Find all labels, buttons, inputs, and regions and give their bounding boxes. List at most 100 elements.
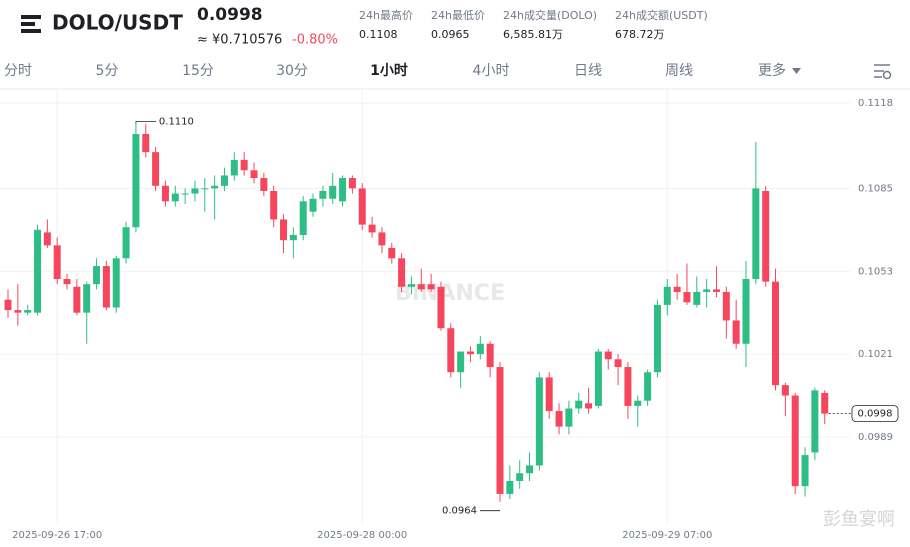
candle-body (772, 281, 780, 386)
candle-body (112, 258, 120, 308)
candle-body (437, 286, 445, 329)
candle-body (644, 372, 652, 401)
candle-body (506, 480, 514, 494)
candle-body (339, 178, 347, 202)
candle-body (201, 188, 209, 190)
watermark: 彭鱼宴啊 (823, 508, 895, 530)
candle-body (280, 219, 288, 241)
candle-body (122, 227, 130, 259)
candle-body (653, 304, 661, 373)
candle-body (732, 320, 740, 344)
candle-body (34, 229, 42, 313)
cny-price: ≈ ¥0.710576 (197, 33, 282, 48)
candle-body (466, 351, 474, 355)
candle-body (811, 390, 819, 453)
candle-body (673, 286, 681, 292)
candle-body (161, 185, 169, 202)
candle-body (102, 266, 110, 308)
candle-body (388, 247, 396, 259)
candle-body (575, 400, 583, 409)
candle-body (407, 284, 415, 287)
candle-body (683, 291, 691, 303)
stat-label: 24h最低价 (431, 9, 485, 22)
y-tick-label: 0.1021 (858, 349, 893, 360)
candle-body (791, 395, 799, 487)
tab[interactable]: 30分 (276, 63, 308, 79)
candle-body (476, 343, 484, 355)
candle-body (398, 258, 406, 287)
candle-body (289, 235, 297, 241)
y-tick-label: 0.0989 (858, 432, 893, 443)
candle-body (14, 310, 22, 313)
candle-body (762, 190, 770, 282)
candle-body (427, 284, 435, 290)
candle-body (93, 266, 101, 285)
candle-body (555, 411, 563, 427)
candle-body (181, 193, 189, 195)
candle-body (270, 190, 278, 220)
x-tick-label: 2025-09-28 00:00 (317, 530, 407, 541)
candle-body (309, 198, 317, 212)
last-price-label: 0.0998 (858, 409, 893, 420)
stat-label: 24h成交额(USDT) (615, 8, 708, 22)
candle-body (594, 351, 602, 406)
stat-value: 0.0965 (431, 28, 470, 41)
candle-body (63, 279, 71, 285)
candle-body (801, 455, 809, 487)
candle-body (171, 193, 179, 202)
tab[interactable]: 分时 (4, 63, 32, 79)
candle-body (83, 284, 91, 313)
candle-body (348, 178, 356, 189)
logo (21, 15, 41, 33)
stat-label: 24h最高价 (359, 8, 413, 22)
candle-body (742, 279, 750, 344)
candle-body (722, 291, 730, 321)
x-tick-label: 2025-09-26 17:00 (12, 530, 102, 541)
y-tick-label: 0.1085 (858, 183, 893, 194)
candle-body (486, 343, 494, 368)
tab[interactable]: 5分 (96, 63, 119, 79)
tab[interactable]: 1小时 (370, 62, 408, 79)
candle-body (191, 188, 199, 194)
candle-body (319, 190, 327, 199)
candle-body (142, 134, 150, 153)
tab[interactable]: 周线 (665, 63, 693, 79)
x-tick-label: 2025-09-29 07:00 (622, 530, 712, 541)
max-pointer (135, 121, 156, 124)
candle-body (250, 170, 258, 179)
tab[interactable]: 4小时 (473, 63, 510, 79)
candle-body (752, 188, 760, 280)
candle-body (220, 175, 228, 186)
stat-label: 24h成交量(DOLO) (503, 8, 597, 22)
tab[interactable]: 更多 (758, 62, 786, 79)
candle-body (545, 377, 553, 412)
candle-body (624, 367, 632, 406)
candle-body (230, 159, 238, 176)
candle-body (516, 473, 524, 481)
candle-body (240, 159, 248, 171)
candle-body (368, 224, 376, 233)
change: -0.80% (292, 33, 338, 48)
candle-body (4, 299, 12, 311)
tab[interactable]: 日线 (574, 63, 602, 79)
candle-body (358, 188, 366, 225)
y-tick-label: 0.1053 (858, 266, 893, 277)
candle-body (614, 359, 622, 368)
candle-body (378, 232, 386, 246)
max-label: 0.1110 (159, 117, 194, 128)
candle-body (260, 178, 268, 191)
candle-body (211, 185, 219, 189)
candle-body (703, 289, 711, 292)
candle-body (781, 385, 789, 396)
candle-body (821, 392, 829, 414)
stat-value: 678.72万 (615, 28, 665, 41)
candle-body (299, 201, 307, 235)
tab[interactable]: 15分 (182, 63, 214, 79)
candle-body (712, 289, 720, 292)
settings-icon[interactable] (874, 64, 892, 80)
candle-body (604, 351, 612, 360)
candle-body (152, 152, 160, 186)
candle-body (585, 403, 593, 409)
candle-body (53, 245, 61, 280)
pair: DOLO/USDT (52, 11, 183, 35)
